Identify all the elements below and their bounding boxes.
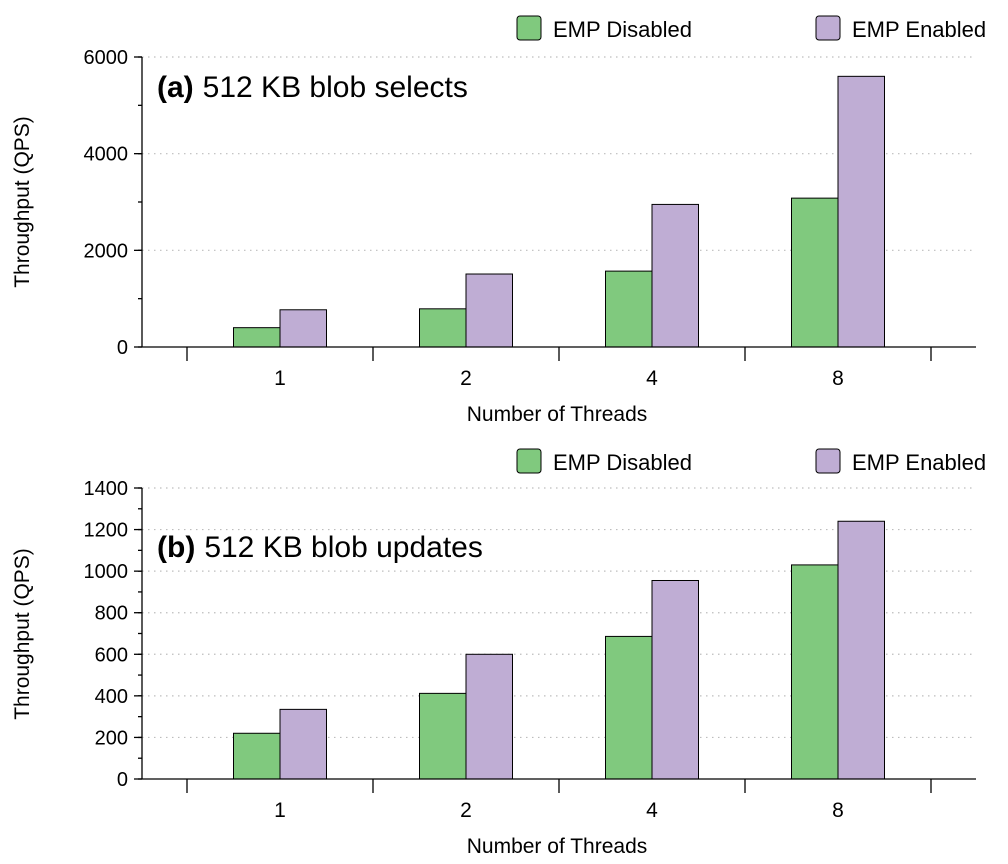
panel-title-text: 512 KB blob updates: [204, 531, 483, 564]
y-tick-label: 6000: [84, 47, 129, 69]
legend-swatch-disabled: [516, 448, 542, 474]
legend-swatch-enabled: [815, 448, 841, 474]
legend-label-enabled: EMP Enabled: [852, 450, 986, 475]
panel-title: (a) 512 KB blob selects: [157, 71, 468, 104]
y-tick-label: 1200: [84, 520, 129, 542]
bar-emp-enabled-1: [279, 309, 327, 348]
bar-emp-enabled-2: [465, 653, 513, 780]
x-tick-label: 8: [832, 367, 844, 390]
x-tick-label: 2: [460, 799, 472, 822]
bar-emp-disabled-1: [233, 732, 281, 780]
gridlines: [142, 56, 976, 251]
y-tick-label: 800: [95, 603, 128, 625]
bar-emp-enabled-8: [837, 520, 885, 780]
bars: [233, 75, 885, 348]
x-tick-label: 2: [460, 367, 472, 390]
bar-emp-disabled-4: [605, 270, 653, 348]
y-tick-label: 0: [117, 769, 128, 791]
x-tick-label: 1: [274, 367, 286, 390]
bar-emp-enabled-4: [651, 203, 699, 348]
x-tick-label: 4: [646, 799, 658, 822]
y-tick-label: 1000: [84, 561, 129, 583]
x-tick-label: 4: [646, 367, 658, 390]
legend: EMP Disabled EMP Enabled: [516, 15, 986, 42]
bar-emp-disabled-8: [791, 197, 839, 348]
legend-swatch-enabled: [815, 15, 841, 41]
bar-emp-disabled-1: [233, 327, 281, 348]
y-axis-ticks: 0 2000 4000 6000: [84, 47, 142, 359]
y-tick-label: 4000: [84, 144, 129, 166]
panel-title: (b) 512 KB blob updates: [157, 531, 483, 564]
x-axis-label: Number of Threads: [467, 403, 648, 426]
bar-emp-disabled-8: [791, 564, 839, 780]
y-tick-label: 400: [95, 686, 128, 708]
panel-title-prefix: (b): [157, 531, 195, 564]
x-tick-label: 1: [274, 799, 286, 822]
y-tick-label: 0: [117, 337, 128, 359]
bar-emp-enabled-1: [279, 708, 327, 780]
bar-emp-disabled-4: [605, 635, 653, 780]
chart-panel-updates: 0 200 400 600 800 1000 1200 1400 1 2 4 8 (b) 512 KB…: [11, 448, 986, 858]
panel-title-prefix: (a): [157, 71, 194, 104]
y-axis-ticks: 0 200 400 600 800 1000 1200 1400: [84, 478, 142, 791]
bar-emp-disabled-2: [419, 692, 467, 780]
legend: EMP Disabled EMP Enabled: [516, 448, 986, 475]
y-axis-label: Throughput (QPS): [11, 548, 34, 720]
y-tick-label: 1400: [84, 478, 129, 500]
legend-label-disabled: EMP Disabled: [553, 17, 692, 42]
y-tick-label: 2000: [84, 240, 129, 262]
x-axis-ticks: 1 2 4 8: [186, 347, 932, 390]
bar-emp-enabled-2: [465, 273, 513, 348]
bar-emp-enabled-4: [651, 579, 699, 780]
bar-emp-enabled-8: [837, 75, 885, 348]
bar-emp-disabled-2: [419, 308, 467, 348]
legend-label-enabled: EMP Enabled: [852, 17, 986, 42]
legend-swatch-disabled: [516, 15, 542, 41]
legend-label-disabled: EMP Disabled: [553, 450, 692, 475]
x-axis-label: Number of Threads: [467, 835, 648, 858]
y-tick-label: 600: [95, 644, 128, 666]
y-tick-label: 200: [95, 727, 128, 749]
panel-title-text: 512 KB blob selects: [203, 71, 468, 104]
chart-panel-selects: 0 2000 4000 6000 1 2 4 8 (a) 512 KB blob select…: [11, 15, 986, 426]
x-tick-label: 8: [832, 799, 844, 822]
x-axis-ticks: 1 2 4 8: [186, 779, 932, 822]
y-axis-label: Throughput (QPS): [11, 116, 34, 288]
